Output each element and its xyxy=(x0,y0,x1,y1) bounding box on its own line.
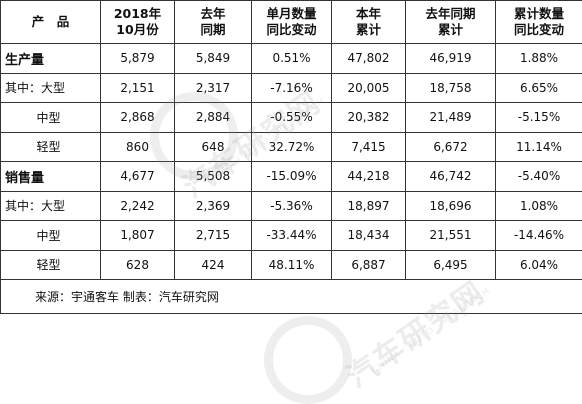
table-cell: 20,005 xyxy=(332,73,406,103)
table-cell: 7,415 xyxy=(332,132,406,162)
table-cell: 6,887 xyxy=(332,250,406,280)
table-cell: 2,242 xyxy=(101,191,175,221)
table-cell: -5.36% xyxy=(252,191,332,221)
row-label: 其中：大型 xyxy=(1,191,101,221)
table-cell: 6,495 xyxy=(406,250,496,280)
table-cell: 2,151 xyxy=(101,73,175,103)
table-cell: 6,672 xyxy=(406,132,496,162)
table-row: 轻型 860 648 32.72% 7,415 6,672 11.14% xyxy=(1,132,582,162)
table-cell: 4,677 xyxy=(101,162,175,192)
table-cell: 11.14% xyxy=(496,132,582,162)
table-cell: 860 xyxy=(101,132,175,162)
header-product: 产 品 xyxy=(1,1,101,44)
table-cell: 18,696 xyxy=(406,191,496,221)
table-cell: 5,508 xyxy=(175,162,252,192)
table-row: 其中：大型 2,151 2,317 -7.16% 20,005 18,758 6… xyxy=(1,73,582,103)
table-cell: 1.08% xyxy=(496,191,582,221)
table-cell: 1,807 xyxy=(101,221,175,251)
table-cell: -5.15% xyxy=(496,103,582,133)
row-label: 其中：大型 xyxy=(1,73,101,103)
table-cell: 18,758 xyxy=(406,73,496,103)
table-cell: 424 xyxy=(175,250,252,280)
table-cell: 2,884 xyxy=(175,103,252,133)
header-last-ytd: 去年同期累计 xyxy=(406,1,496,44)
table-cell: 2,715 xyxy=(175,221,252,251)
header-ytd: 本年累计 xyxy=(332,1,406,44)
table-cell: 18,434 xyxy=(332,221,406,251)
table-cell: 6.04% xyxy=(496,250,582,280)
table-cell: 1.88% xyxy=(496,44,582,74)
table-cell: 648 xyxy=(175,132,252,162)
row-label: 轻型 xyxy=(1,132,101,162)
watermark-logo-icon xyxy=(264,316,352,404)
table-row: 生产量 5,879 5,849 0.51% 47,802 46,919 1.88… xyxy=(1,44,582,74)
table-cell: 46,919 xyxy=(406,44,496,74)
table-cell: -0.55% xyxy=(252,103,332,133)
table-cell: 21,489 xyxy=(406,103,496,133)
table-cell: 628 xyxy=(101,250,175,280)
table-cell: 21,551 xyxy=(406,221,496,251)
table-cell: 6.65% xyxy=(496,73,582,103)
table-cell: 20,382 xyxy=(332,103,406,133)
header-last-year-same-period: 去年同期 xyxy=(175,1,252,44)
table-cell: 5,849 xyxy=(175,44,252,74)
table-cell: -33.44% xyxy=(252,221,332,251)
source-note: 来源：宇通客车 制表：汽车研究网 xyxy=(1,280,582,314)
table-cell: -5.40% xyxy=(496,162,582,192)
row-label: 轻型 xyxy=(1,250,101,280)
table-cell: -15.09% xyxy=(252,162,332,192)
table-row: 中型 2,868 2,884 -0.55% 20,382 21,489 -5.1… xyxy=(1,103,582,133)
table-row: 销售量 4,677 5,508 -15.09% 44,218 46,742 -5… xyxy=(1,162,582,192)
table-cell: -7.16% xyxy=(252,73,332,103)
row-label: 生产量 xyxy=(1,44,101,74)
table-cell: 32.72% xyxy=(252,132,332,162)
table-cell: 2,317 xyxy=(175,73,252,103)
table-cell: 2,868 xyxy=(101,103,175,133)
table-row: 其中：大型 2,242 2,369 -5.36% 18,897 18,696 1… xyxy=(1,191,582,221)
table-row: 轻型 628 424 48.11% 6,887 6,495 6.04% xyxy=(1,250,582,280)
table-cell: -14.46% xyxy=(496,221,582,251)
table-cell: 46,742 xyxy=(406,162,496,192)
header-ytd-yoy: 累计数量同比变动 xyxy=(496,1,582,44)
table-cell: 5,879 xyxy=(101,44,175,74)
row-label: 中型 xyxy=(1,221,101,251)
row-label: 销售量 xyxy=(1,162,101,192)
table-cell: 47,802 xyxy=(332,44,406,74)
table-row: 中型 1,807 2,715 -33.44% 18,434 21,551 -14… xyxy=(1,221,582,251)
table-cell: 2,369 xyxy=(175,191,252,221)
source-row: 来源：宇通客车 制表：汽车研究网 xyxy=(1,280,582,314)
table-cell: 44,218 xyxy=(332,162,406,192)
table-cell: 18,897 xyxy=(332,191,406,221)
row-label: 中型 xyxy=(1,103,101,133)
table-cell: 48.11% xyxy=(252,250,332,280)
table-cell: 0.51% xyxy=(252,44,332,74)
header-monthly-yoy: 单月数量同比变动 xyxy=(252,1,332,44)
